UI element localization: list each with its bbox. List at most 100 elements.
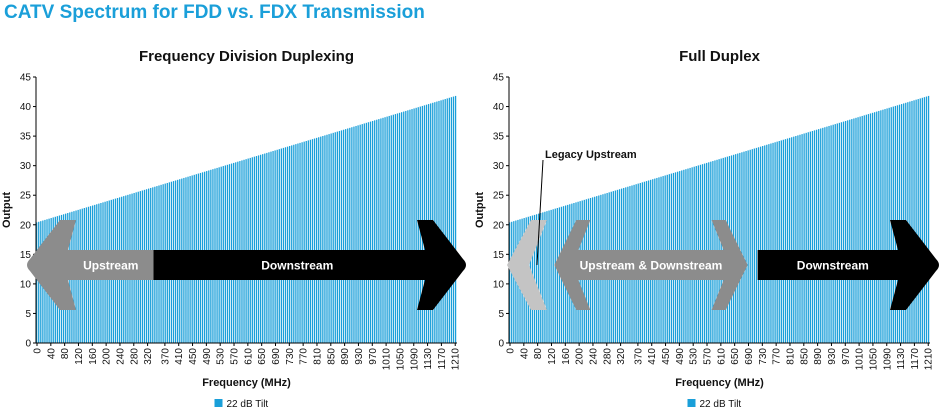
bar xyxy=(353,126,355,343)
upstream-arrow-label: Upstream xyxy=(83,259,138,273)
bar xyxy=(844,120,847,344)
bar xyxy=(813,130,816,343)
bar xyxy=(415,107,417,343)
x-tick-label: 1090 xyxy=(882,348,893,371)
bar xyxy=(284,147,287,343)
bar xyxy=(824,127,826,343)
bar xyxy=(925,96,928,343)
chart-fdd: Frequency Division Duplexing 0 5 10 15 20 25 30… xyxy=(1,48,467,410)
bar xyxy=(262,154,264,343)
x-tick-label: 1170 xyxy=(910,348,921,370)
x-tick-label: 80 xyxy=(60,348,71,360)
y-tick-label: 15 xyxy=(20,250,32,261)
bar xyxy=(913,100,915,343)
bar xyxy=(355,125,357,343)
bar xyxy=(869,113,872,343)
bar xyxy=(927,95,930,343)
bar xyxy=(257,155,260,343)
bar xyxy=(444,99,446,343)
bar xyxy=(842,121,845,343)
bar xyxy=(876,111,878,343)
bar xyxy=(915,99,917,343)
bar xyxy=(320,136,322,343)
y-tick-label: 5 xyxy=(25,309,31,320)
x-tick-label: 240 xyxy=(115,348,126,365)
y-tick-label: 30 xyxy=(20,161,32,172)
y-tick-label: 10 xyxy=(493,279,505,290)
bar xyxy=(311,139,314,343)
bar xyxy=(838,122,841,343)
bar xyxy=(782,139,785,343)
bar xyxy=(334,132,336,343)
bar xyxy=(513,221,515,343)
bar xyxy=(291,145,293,343)
x-tick-label: 370 xyxy=(160,348,171,365)
bar xyxy=(413,108,415,343)
bar xyxy=(538,213,540,343)
bar xyxy=(836,123,838,343)
y-tick-label: 5 xyxy=(498,309,504,320)
bar xyxy=(274,150,276,343)
bar xyxy=(361,124,363,343)
x-axis-label: Frequency (MHz) xyxy=(675,377,764,389)
x-tick-label: 1130 xyxy=(896,348,907,370)
bar xyxy=(369,121,372,343)
bar xyxy=(515,220,517,343)
x-tick-label: 200 xyxy=(102,348,113,365)
upstream-downstream-arrow-label: Upstream & Downstream xyxy=(580,259,723,273)
bar xyxy=(799,134,801,343)
bar xyxy=(299,142,301,343)
bar xyxy=(886,108,888,343)
bar xyxy=(811,130,814,343)
bar xyxy=(826,126,828,343)
x-tick-label: 410 xyxy=(647,348,658,365)
bar xyxy=(755,147,758,343)
y-tick-label: 30 xyxy=(493,161,505,172)
bar xyxy=(828,125,830,343)
bar xyxy=(840,122,843,343)
x-tick-label: 530 xyxy=(216,348,227,365)
bar xyxy=(367,122,370,343)
x-tick-label: 810 xyxy=(785,348,796,365)
x-tick-label: 730 xyxy=(758,348,769,365)
bar xyxy=(878,110,880,343)
y-tick-label: 35 xyxy=(493,132,505,143)
bar xyxy=(874,112,876,343)
bar xyxy=(743,151,745,343)
bar xyxy=(770,143,772,343)
x-tick-label: 650 xyxy=(730,348,741,365)
x-tick-label: 200 xyxy=(575,348,586,365)
x-tick-label: 810 xyxy=(312,348,323,365)
bar xyxy=(374,120,376,343)
x-tick-label: 1210 xyxy=(924,348,935,371)
bar xyxy=(303,141,305,343)
x-tick-label: 40 xyxy=(519,348,530,360)
legacy-upstream-leader xyxy=(536,159,544,266)
bar xyxy=(411,109,413,343)
bar xyxy=(753,148,756,343)
bar xyxy=(36,222,38,343)
bar xyxy=(797,135,799,343)
x-tick-label: 280 xyxy=(129,348,140,365)
bar xyxy=(749,149,751,343)
bar xyxy=(793,136,795,343)
bar xyxy=(282,147,285,343)
x-tick-label: 970 xyxy=(841,348,852,365)
bar xyxy=(890,107,892,343)
y-tick-label: 25 xyxy=(493,191,505,202)
x-axis-label: Frequency (MHz) xyxy=(202,377,291,389)
bar xyxy=(556,208,558,343)
x-tick-label: 1130 xyxy=(423,348,434,370)
bar xyxy=(384,117,386,344)
legend-swatch xyxy=(687,399,696,407)
bar xyxy=(772,142,774,343)
x-tick-label: 80 xyxy=(533,348,544,360)
x-tick-label: 410 xyxy=(174,348,185,365)
bar xyxy=(865,114,867,343)
bar xyxy=(371,120,374,344)
bar xyxy=(38,221,40,343)
bar xyxy=(386,116,388,343)
x-tick-label: 770 xyxy=(299,348,310,365)
x-tick-label: 850 xyxy=(326,348,337,365)
bar xyxy=(851,119,853,343)
